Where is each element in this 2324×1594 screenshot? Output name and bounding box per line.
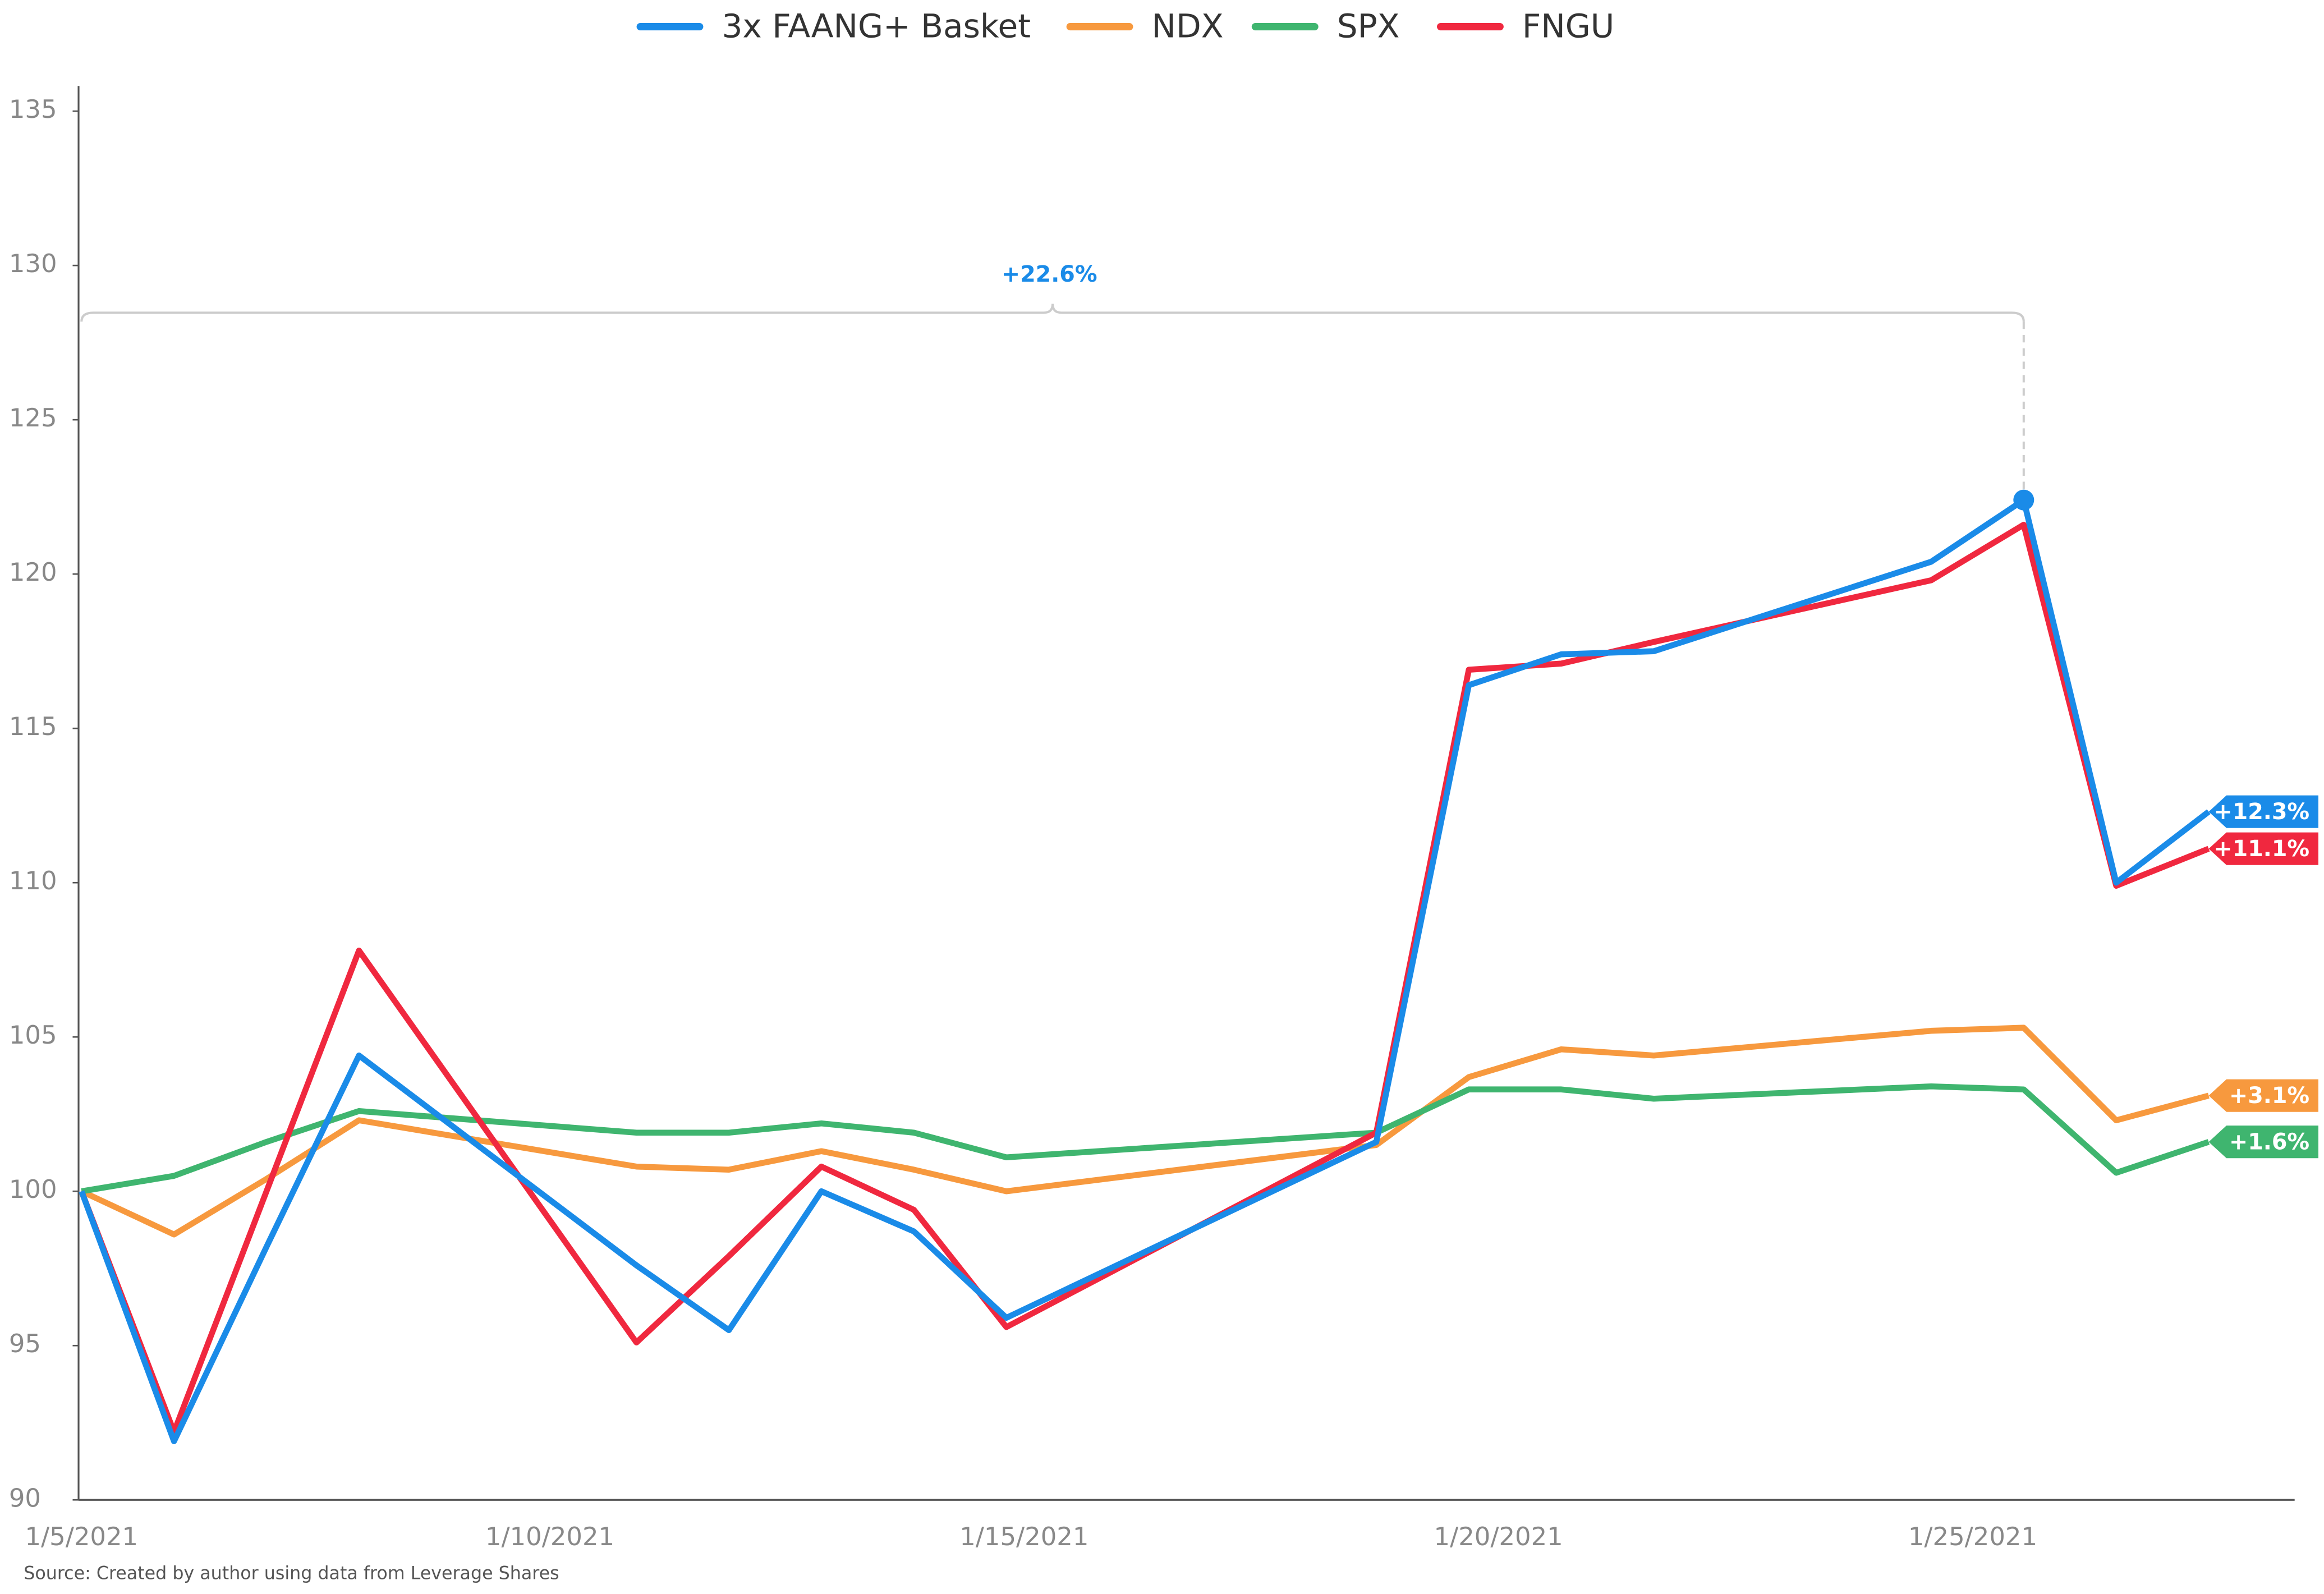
y-tick-label: 105 (9, 1020, 57, 1050)
end-label: +1.6% (2229, 1129, 2309, 1155)
end-label-box (2208, 1079, 2318, 1112)
series-line (79, 521, 2210, 1435)
y-tick-label: 100 (9, 1174, 57, 1204)
y-tick-label: 90 (9, 1483, 41, 1513)
x-tick-label: 1/10/2021 (485, 1522, 614, 1551)
end-label-box (2208, 832, 2318, 865)
legend-label: FNGU (1522, 7, 1614, 45)
series-line (80, 1025, 2210, 1238)
y-tick-label: 130 (9, 249, 57, 278)
x-tick-label: 1/5/2021 (25, 1522, 138, 1551)
end-label: +12.3% (2213, 799, 2309, 825)
x-tick-label: 1/15/2021 (959, 1522, 1088, 1551)
x-tick-label: 1/25/2021 (1908, 1522, 2037, 1551)
series-line (79, 497, 2211, 1445)
source: Source: Created by author using data fro… (24, 1563, 559, 1583)
end-label: +3.1% (2229, 1083, 2309, 1109)
legend-label: NDX (1152, 7, 1224, 45)
end-label-box (2208, 795, 2318, 828)
end-label: +11.1% (2213, 836, 2309, 862)
y-tick-label: 125 (9, 403, 57, 433)
y-tick-label: 110 (9, 866, 57, 895)
y-tick-label: 95 (9, 1329, 41, 1358)
y-tick-label: 120 (9, 557, 57, 587)
end-label-box (2208, 1126, 2318, 1159)
legend-label: SPX (1337, 7, 1400, 45)
y-tick-label: 115 (9, 711, 57, 741)
bracket (80, 304, 2025, 322)
legend-label: 3x FAANG+ Basket (722, 7, 1031, 45)
peak-marker (2013, 489, 2034, 511)
x-tick-label: 1/20/2021 (1434, 1522, 1563, 1551)
y-tick-label: 135 (9, 94, 57, 124)
annotation: +22.6% (1002, 261, 1097, 287)
